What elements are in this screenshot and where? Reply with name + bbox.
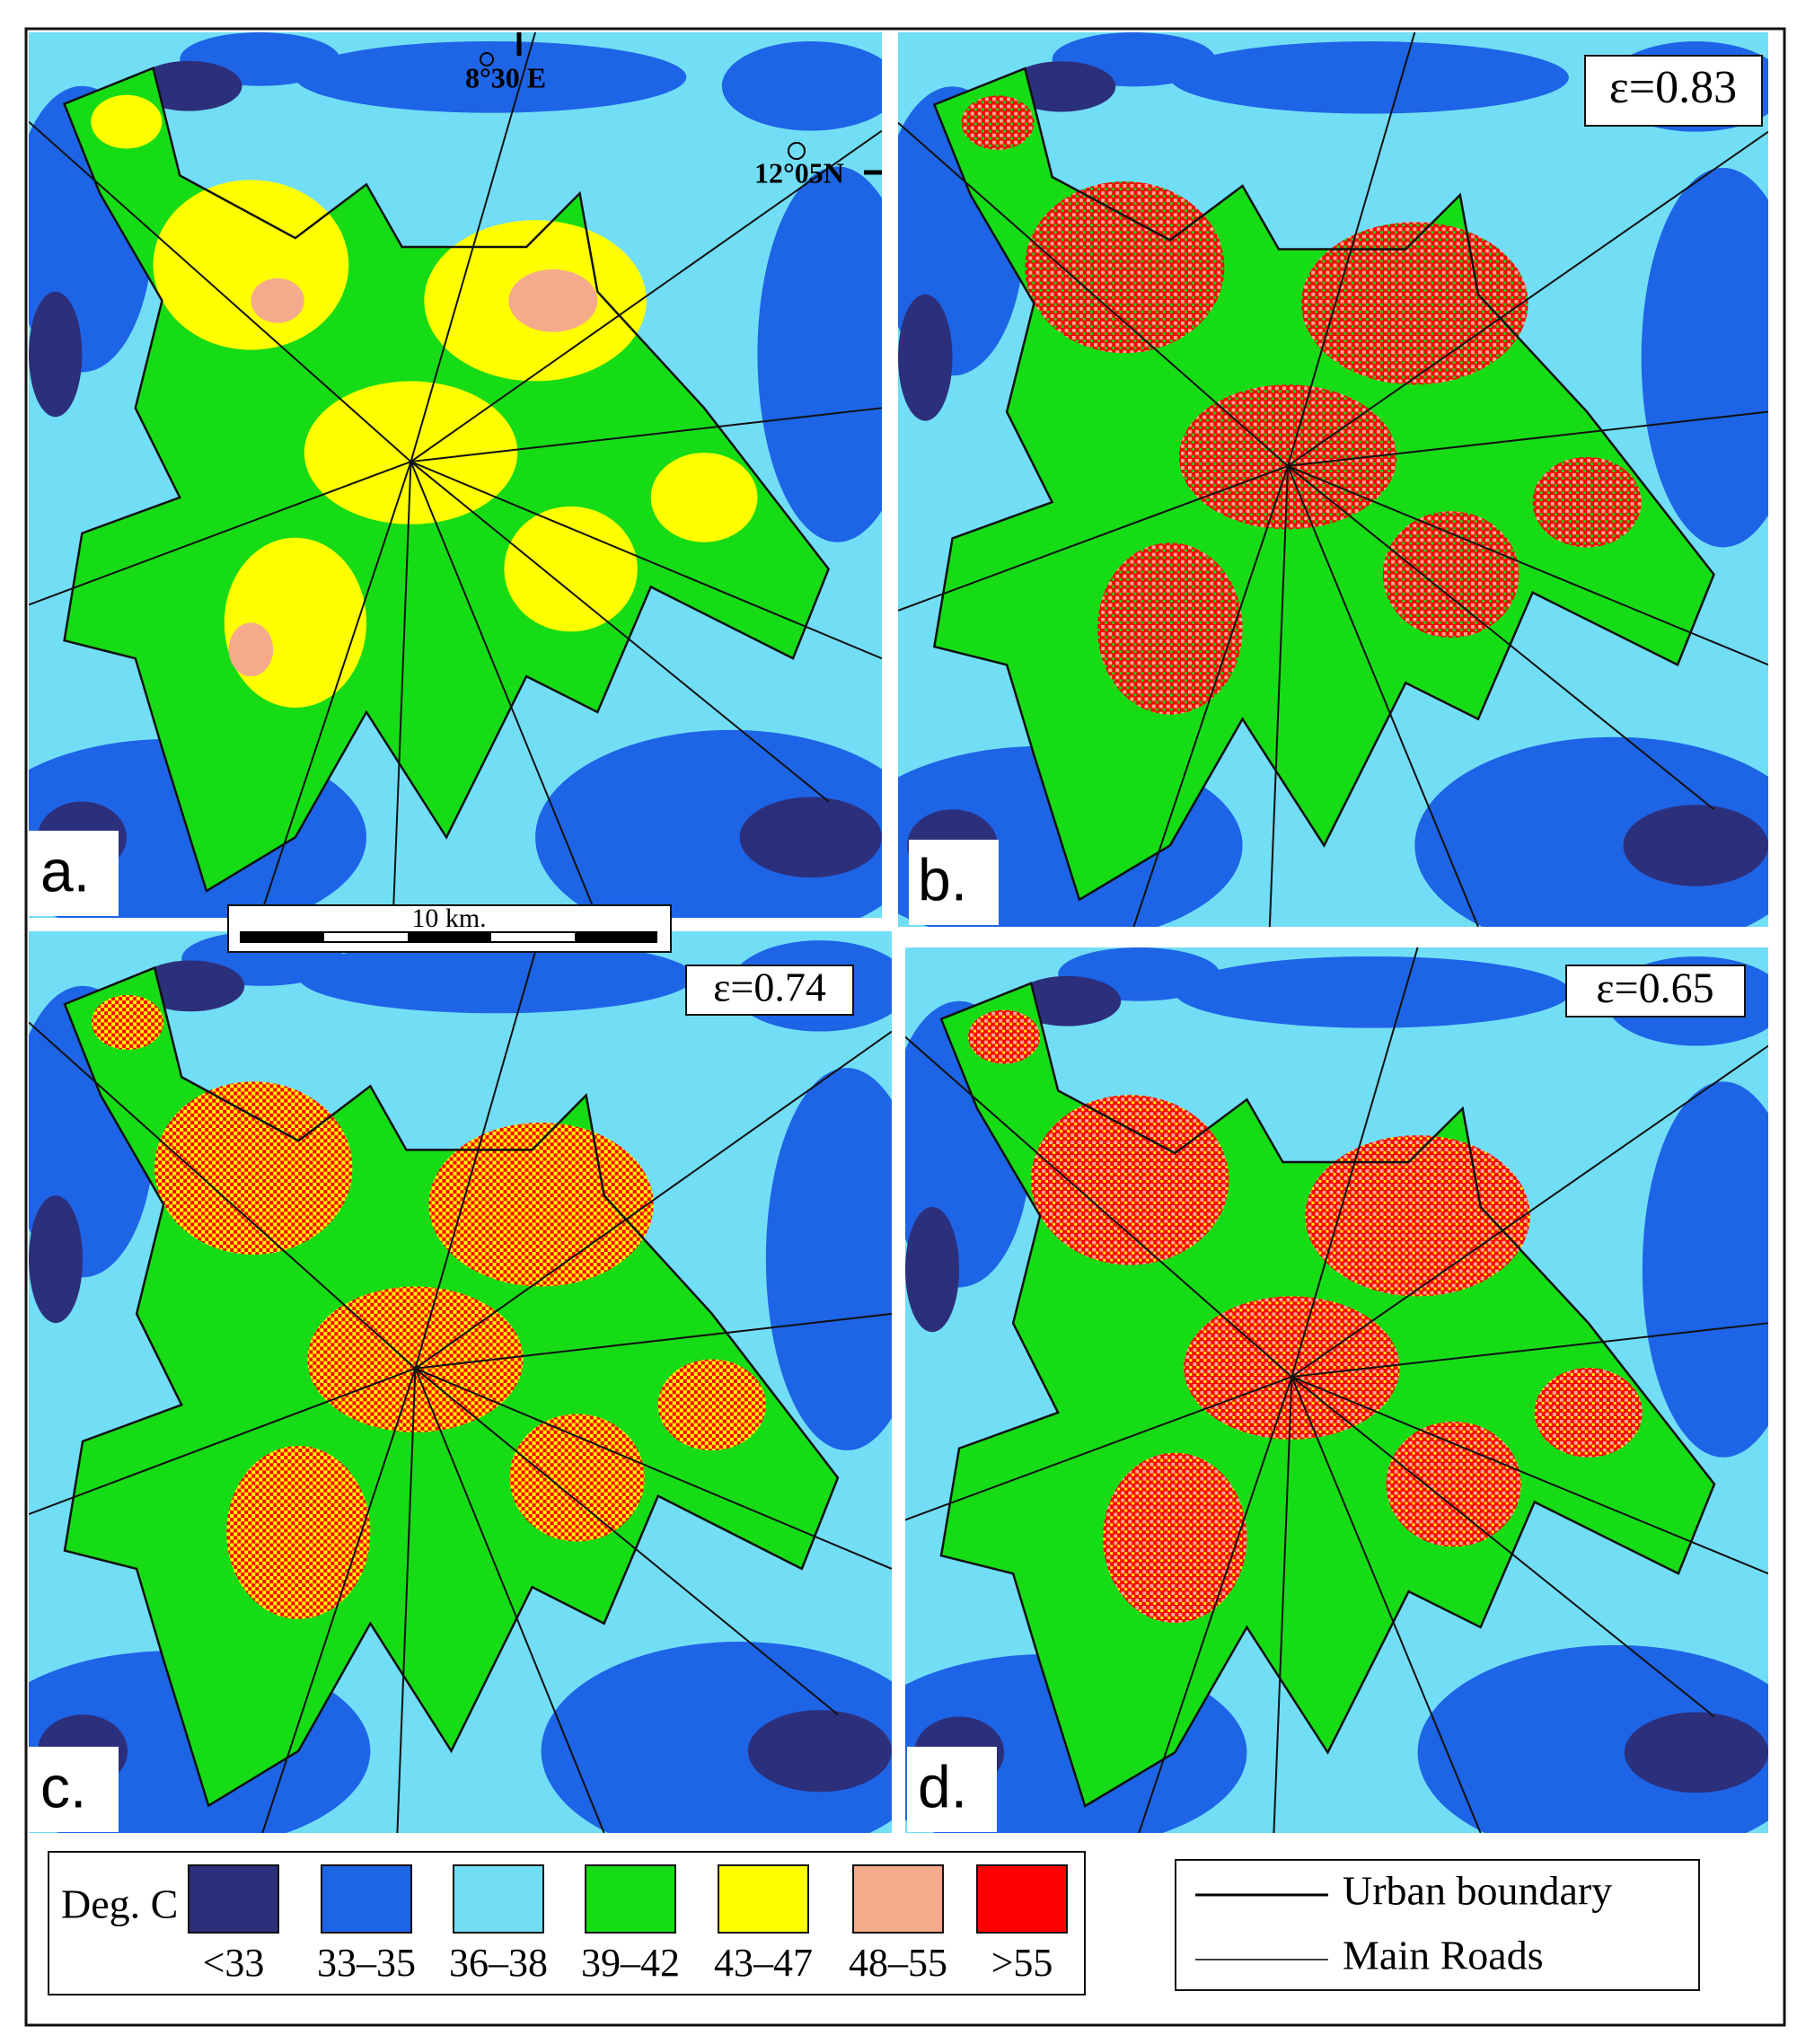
panel-label: a.	[40, 837, 90, 903]
map-panel	[905, 947, 1768, 1833]
map-panel	[29, 32, 882, 918]
map-panel	[898, 32, 1768, 927]
legend-label: Main Roads	[1343, 1933, 1544, 1978]
scale-bar-label: 10 km.	[411, 903, 486, 933]
legend-swatch	[188, 1864, 279, 1934]
legend-label: 48–55	[849, 1941, 947, 1985]
emissivity-box	[685, 965, 854, 1016]
legend-label: 43–47	[714, 1941, 813, 1985]
legend-title: Deg. C	[61, 1881, 178, 1927]
label-box	[29, 831, 119, 916]
emissivity-box	[1565, 965, 1746, 1018]
emissivity-box	[1584, 55, 1763, 127]
outer-frame	[24, 27, 1786, 2027]
label-box	[29, 1747, 119, 1832]
legend-label: 33–35	[317, 1941, 416, 1985]
degree-marker	[788, 142, 806, 160]
legend-label: Urban boundary	[1343, 1868, 1612, 1914]
legend-swatch	[585, 1864, 676, 1934]
legend-swatch	[718, 1864, 809, 1934]
legend-label: >55	[991, 1941, 1053, 1985]
degree-marker	[480, 52, 494, 66]
legend-label: <33	[203, 1941, 265, 1985]
panel-label: d.	[918, 1753, 967, 1819]
legend-swatch	[453, 1864, 544, 1934]
emissivity-label: ε=0.83	[1609, 62, 1737, 113]
legend-swatch	[321, 1864, 412, 1934]
map-panel	[29, 931, 892, 1833]
panel-label: c.	[40, 1753, 86, 1819]
scale-bar-segment	[408, 932, 491, 942]
legend-label: 36–38	[449, 1941, 548, 1985]
scale-bar-segment	[575, 932, 656, 942]
panel-label: b.	[918, 846, 967, 912]
latitude-label: 12°05N	[754, 156, 844, 189]
legend-swatch	[852, 1864, 944, 1934]
scale-bar-box	[227, 904, 672, 953]
legend-swatch	[976, 1864, 1068, 1934]
legend-label: 39–42	[581, 1941, 680, 1985]
label-box	[907, 1747, 997, 1832]
label-box	[909, 840, 999, 925]
longitude-label: 8°30 E	[465, 61, 546, 93]
legend-items: <33 33–35 36–38 39–42 43–47 48–55 >55	[188, 1864, 1068, 1985]
scale-bar-segment	[241, 932, 324, 942]
emissivity-label: ε=0.65	[1596, 965, 1713, 1012]
line-legend-box	[1175, 1859, 1700, 1991]
emissivity-label: ε=0.74	[713, 965, 826, 1010]
